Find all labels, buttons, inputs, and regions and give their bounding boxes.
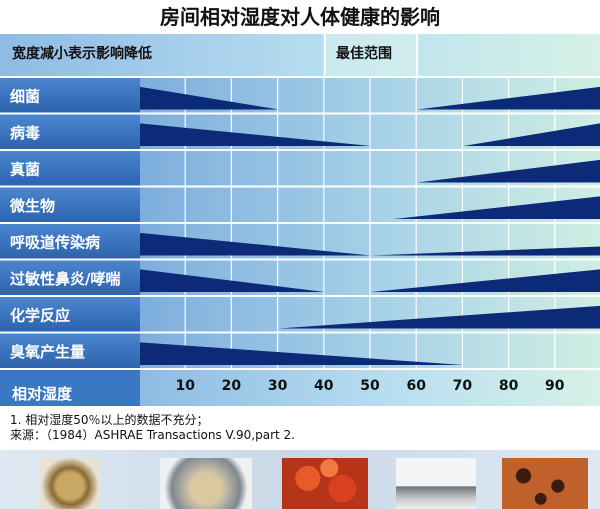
x-tick-label: 10 <box>175 378 195 394</box>
tissue-photo <box>396 458 476 509</box>
header-left-label: 宽度减小表示影响降低 <box>12 45 152 62</box>
x-tick-label: 80 <box>499 378 519 394</box>
row-label-cell <box>0 187 140 222</box>
row-label: 臭氧产生量 <box>10 343 85 361</box>
axis-scale-band <box>140 370 600 406</box>
row-label-cell <box>0 151 140 186</box>
dust-mite-photo <box>40 458 100 509</box>
row-label-cell <box>0 78 140 113</box>
footnote: 1. 相对湿度50％以上的数据不充分； 来源：（1984）ASHRAE Tran… <box>10 413 595 443</box>
row-label-cell <box>0 333 140 368</box>
x-tick-label: 40 <box>314 378 334 394</box>
x-tick-label: 70 <box>453 378 473 394</box>
x-tick-label: 50 <box>360 378 380 394</box>
mold-spores-photo <box>502 458 588 509</box>
row-label: 微生物 <box>9 197 55 215</box>
row-label: 细菌 <box>10 87 40 105</box>
decline-wedge <box>140 232 371 256</box>
row-label-cell <box>0 297 140 332</box>
row-label: 化学反应 <box>10 306 70 324</box>
x-tick-label: 20 <box>222 378 242 394</box>
decline-wedge <box>140 342 464 365</box>
x-tick-label: 30 <box>268 378 288 394</box>
rise-wedge <box>371 269 600 292</box>
footnote-line-1: 1. 相对湿度50％以上的数据不充分； <box>10 413 209 427</box>
row-label-cell <box>0 114 140 149</box>
row-label: 病毒 <box>10 124 40 142</box>
row-label-cell <box>0 260 140 295</box>
decline-wedge <box>140 269 325 292</box>
optimal-range-label: 最佳范围 <box>336 45 392 62</box>
x-tick-label: 90 <box>545 378 565 394</box>
rise-wedge <box>463 123 600 146</box>
chart-title: 房间相对湿度对人体健康的影响 <box>160 5 440 29</box>
rise-wedge <box>417 86 600 110</box>
rise-wedge <box>417 159 600 183</box>
humidity-effects-chart: 宽度减小表示影响降低 最佳范围 细菌病毒真菌微生物呼吸道传染病过敏性鼻炎/哮喘化… <box>0 34 600 406</box>
x-tick-label: 60 <box>406 378 426 394</box>
x-axis-label: 相对湿度 <box>12 385 73 403</box>
decline-wedge <box>140 86 279 110</box>
petri-dish-photo <box>160 458 252 509</box>
row-label-cell <box>0 224 140 259</box>
row-label: 过敏性鼻炎/哮喘 <box>10 270 120 288</box>
footnote-source: 来源：（1984）ASHRAE Transactions V.90,part 2… <box>10 428 295 442</box>
row-label: 呼吸道传染病 <box>10 233 100 251</box>
photo-strip <box>0 450 600 509</box>
row-label: 真菌 <box>10 160 40 178</box>
rise-wedge <box>394 196 600 219</box>
pollen-photo <box>282 458 368 509</box>
rise-wedge <box>371 246 600 256</box>
rise-wedge <box>278 305 600 329</box>
header-band <box>0 34 600 76</box>
